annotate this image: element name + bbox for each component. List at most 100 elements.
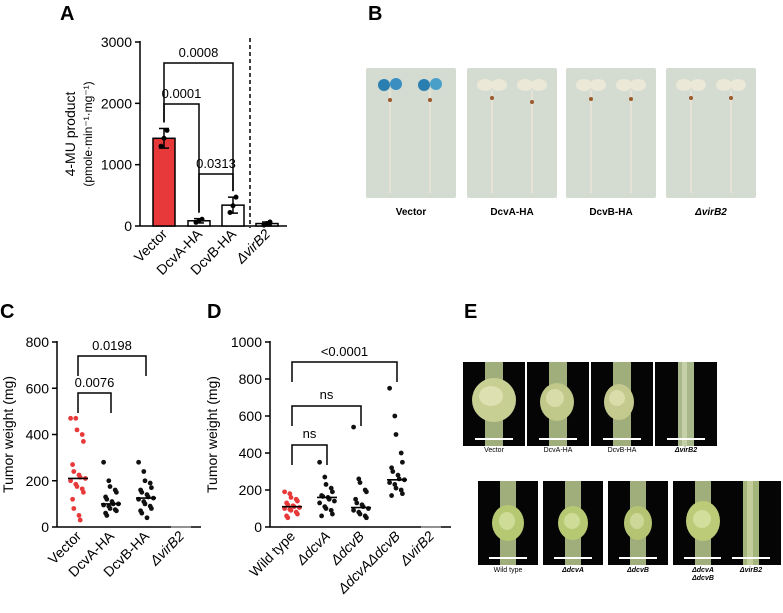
- data-point: [107, 484, 113, 489]
- data-point: [139, 489, 145, 495]
- data-point: [317, 459, 322, 465]
- data-point: [354, 500, 360, 506]
- significance-label: ns: [320, 387, 334, 402]
- tumor-label: DcvA-HA: [543, 447, 573, 454]
- tumor-photo-wild-type: [478, 481, 538, 565]
- data-point: [328, 485, 334, 491]
- seedling-label: ΔvirB2: [695, 207, 727, 218]
- data-point: [158, 143, 164, 149]
- data-point: [139, 510, 145, 516]
- data-point: [199, 216, 205, 222]
- data-point: [149, 506, 154, 511]
- tumor-photo-dcvb: [591, 362, 653, 446]
- y-tick-label: 1000: [101, 157, 132, 173]
- y-tick-label: 800: [239, 371, 263, 387]
- data-point: [147, 480, 153, 486]
- data-point: [141, 469, 147, 474]
- data-point: [267, 219, 273, 225]
- data-point: [398, 450, 404, 456]
- significance-bracket: [291, 444, 328, 465]
- data-point: [285, 515, 291, 521]
- data-point: [387, 385, 392, 391]
- tumor-label: ΔvirB2: [674, 447, 698, 454]
- data-point: [114, 508, 119, 514]
- data-point: [330, 489, 335, 495]
- panel-d-chart: 0 200 400 600 800 1000 Tumor weight (mg) Wild t…: [204, 334, 451, 597]
- data-point: [332, 498, 337, 504]
- tumor-photo-vector: [463, 362, 525, 446]
- panel-label-a: A: [60, 3, 74, 25]
- data-point: [74, 427, 80, 433]
- data-point: [230, 203, 236, 209]
- tumor-photo-dcvb-mutant: [608, 481, 668, 565]
- y-tick-label: 200: [26, 473, 50, 489]
- significance-bracket: [77, 392, 112, 413]
- data-point: [142, 501, 148, 507]
- data-point: [389, 465, 394, 471]
- data-point: [68, 415, 73, 421]
- data-point: [356, 476, 362, 482]
- significance-label: 0.0001: [162, 86, 202, 101]
- significance-bracket: [291, 361, 398, 382]
- significance-bracket: [77, 355, 147, 376]
- data-point: [393, 432, 399, 437]
- data-point: [79, 432, 85, 437]
- data-point: [73, 415, 79, 421]
- data-point: [323, 506, 329, 511]
- data-point: [319, 513, 324, 519]
- tumor-label: Vector: [484, 447, 504, 454]
- data-point: [104, 496, 110, 502]
- significance-label: 0.0198: [92, 338, 132, 353]
- x-tick-label: ΔdcvA: [292, 528, 333, 569]
- data-point: [295, 498, 300, 504]
- data-point: [392, 482, 398, 487]
- data-point: [81, 439, 86, 444]
- significance-label: 0.0008: [179, 45, 219, 60]
- data-point: [76, 513, 82, 518]
- data-point: [74, 484, 80, 489]
- tumor-label: ΔvirB2: [739, 567, 763, 574]
- data-point: [114, 489, 119, 495]
- data-point: [387, 480, 392, 485]
- y-tick-label: 3000: [101, 34, 132, 50]
- data-point: [328, 507, 334, 513]
- seedling-photo-virb2: [666, 68, 756, 198]
- data-point: [364, 515, 369, 521]
- panel-a-chart: 0 1000 2000 3000 4-MU product (pmole·min⁻¹·mg…: [62, 34, 287, 278]
- y-axis-label: Tumor weight (mg): [0, 376, 16, 493]
- data-point: [330, 511, 335, 517]
- data-point: [322, 474, 328, 480]
- data-point: [106, 478, 112, 484]
- data-point: [395, 472, 401, 478]
- y-tick-label: 800: [26, 334, 50, 350]
- data-point: [71, 506, 77, 511]
- seedling-photo-dcvb: [566, 68, 656, 198]
- data-point: [400, 459, 405, 465]
- data-point: [107, 506, 113, 511]
- data-point: [295, 511, 300, 517]
- panel-label-c: C: [0, 301, 14, 323]
- data-point: [70, 462, 75, 467]
- data-point: [288, 495, 294, 500]
- data-point: [392, 413, 398, 419]
- data-point: [161, 135, 167, 141]
- data-point: [70, 496, 75, 502]
- significance-label: 0.0076: [75, 375, 115, 390]
- data-point: [136, 459, 142, 465]
- bar: [152, 137, 176, 227]
- significance-bracket: [198, 173, 234, 213]
- tumor-label: Wild type: [493, 567, 523, 574]
- significance-label: <0.0001: [321, 344, 368, 359]
- y-tick-label: 1000: [231, 334, 262, 350]
- x-tick-label: ΔvirB2: [396, 528, 437, 569]
- data-point: [357, 511, 363, 517]
- y-tick-label: 200: [239, 482, 263, 498]
- panel-label-d: D: [207, 301, 221, 323]
- tumor-photo-dcva-mutant: [543, 481, 603, 565]
- data-point: [353, 496, 358, 502]
- data-point: [364, 489, 369, 495]
- tumor-photo-virb2: [655, 362, 717, 446]
- seedling-photo-vector: [366, 68, 456, 198]
